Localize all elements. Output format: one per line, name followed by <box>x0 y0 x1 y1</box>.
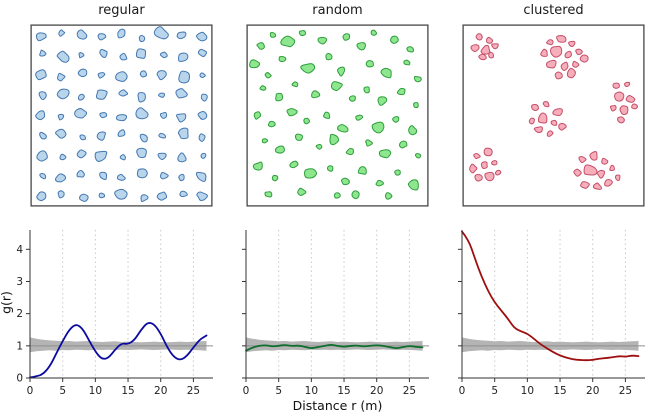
svg-text:25: 25 <box>187 385 200 397</box>
svg-text:0: 0 <box>16 373 23 385</box>
point-pattern-map-random <box>246 24 429 207</box>
g-function-plot-random: 0 5 10 15 20 25 <box>242 230 429 397</box>
svg-text:4: 4 <box>16 244 23 256</box>
svg-text:20: 20 <box>154 385 167 397</box>
panel-title: clustered <box>523 3 584 18</box>
svg-text:25: 25 <box>403 385 416 397</box>
g-function-plot-regular: 0 5 10 15 20 25 0 1 2 3 4 <box>16 230 213 397</box>
svg-text:25: 25 <box>619 385 632 397</box>
svg-text:0: 0 <box>459 385 466 397</box>
svg-text:0: 0 <box>27 385 34 397</box>
svg-text:20: 20 <box>586 385 599 397</box>
svg-text:2: 2 <box>16 308 23 320</box>
point-pattern-map-regular <box>30 24 213 207</box>
svg-text:3: 3 <box>16 276 23 288</box>
svg-text:10: 10 <box>305 385 318 397</box>
g-curve <box>461 230 640 362</box>
svg-text:5: 5 <box>491 385 498 397</box>
svg-text:15: 15 <box>553 385 566 397</box>
svg-text:10: 10 <box>521 385 534 397</box>
column-clustered: clustered 0 5 10 15 20 25 <box>458 2 645 397</box>
svg-text:15: 15 <box>121 385 134 397</box>
envelope-band <box>462 337 639 353</box>
svg-text:1: 1 <box>16 340 23 352</box>
svg-text:0: 0 <box>243 385 250 397</box>
svg-text:5: 5 <box>275 385 282 397</box>
g-curve <box>29 322 208 379</box>
svg-text:20: 20 <box>370 385 383 397</box>
svg-text:15: 15 <box>337 385 350 397</box>
g-curve <box>245 343 424 352</box>
svg-text:10: 10 <box>89 385 102 397</box>
g-function-plot-clustered: 0 5 10 15 20 25 <box>458 230 645 397</box>
x-axis-label: Distance r (m) <box>292 398 383 413</box>
point-pattern-map-clustered <box>462 24 645 207</box>
svg-text:5: 5 <box>59 385 66 397</box>
envelope-band <box>30 337 207 353</box>
column-regular: regular 0 5 10 15 20 25 0 1 2 3 4 <box>16 2 213 397</box>
panel-title: regular <box>98 3 145 18</box>
column-random: random 0 5 10 15 20 25 <box>242 2 429 397</box>
y-axis-label: g(r) <box>0 291 14 314</box>
panel-title: random <box>312 3 363 18</box>
